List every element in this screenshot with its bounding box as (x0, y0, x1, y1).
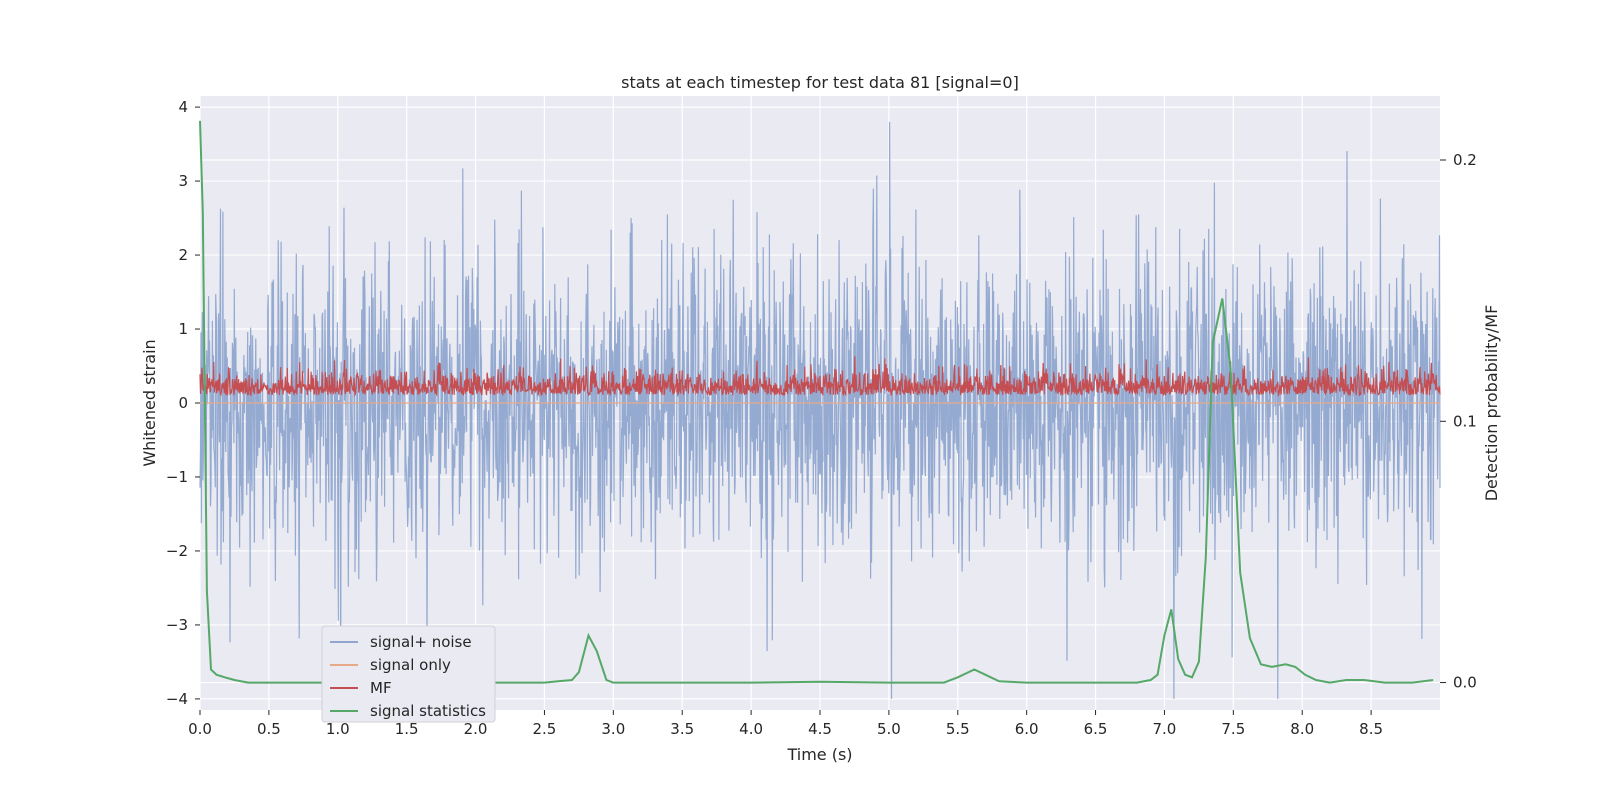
x-tick-label: 1.5 (395, 720, 419, 738)
y-left-tick-label: −3 (166, 616, 188, 634)
y-left-tick-label: 3 (178, 172, 188, 190)
x-tick-label: 1.0 (326, 720, 350, 738)
y-left-tick-label: 4 (178, 98, 188, 116)
y-left-tick-label: 0 (178, 394, 188, 412)
x-tick-label: 4.5 (808, 720, 832, 738)
y-axis-left-ticks: −4 −3 −2 −1 0 1 2 3 4 (166, 98, 200, 708)
x-tick-label: 7.0 (1153, 720, 1177, 738)
x-tick-label: 3.0 (601, 720, 625, 738)
x-tick-label: 7.5 (1221, 720, 1245, 738)
x-tick-label: 0.0 (188, 720, 212, 738)
chart-title: stats at each timestep for test data 81 … (621, 73, 1019, 92)
y-left-tick-label: 2 (178, 246, 188, 264)
x-tick-label: 4.0 (739, 720, 763, 738)
y-axis-right-ticks: 0.0 0.1 0.2 (1440, 151, 1477, 692)
legend-label: MF (370, 679, 392, 697)
y-left-tick-label: 1 (178, 320, 188, 338)
x-axis-label: Time (s) (786, 745, 852, 764)
x-tick-label: 5.0 (877, 720, 901, 738)
x-axis-ticks: 0.0 0.5 1.0 1.5 2.0 2.5 3.0 3.5 4.0 4.5 5.0 5.5 6.0 6… (188, 710, 1383, 738)
mf-line (199, 356, 1441, 398)
y-axis-right-label: Detection probability/MF (1482, 305, 1501, 502)
x-tick-label: 2.5 (533, 720, 557, 738)
x-tick-label: 2.0 (464, 720, 488, 738)
series-mf (199, 356, 1441, 398)
x-tick-label: 8.0 (1290, 720, 1314, 738)
y-right-tick-label: 0.2 (1453, 151, 1477, 169)
x-tick-label: 5.5 (946, 720, 970, 738)
legend-label: signal only (370, 656, 451, 674)
legend-label: signal+ noise (370, 633, 472, 651)
y-right-tick-label: 0.1 (1453, 412, 1477, 430)
legend-box (321, 625, 496, 723)
y-left-tick-label: −4 (166, 690, 188, 708)
y-right-tick-label: 0.0 (1453, 674, 1477, 692)
legend-label: signal statistics (370, 702, 486, 720)
x-tick-label: 0.5 (257, 720, 281, 738)
y-left-tick-label: −2 (166, 542, 188, 560)
x-tick-label: 6.0 (1015, 720, 1039, 738)
legend: signal+ noise signal only MF signal statist… (321, 625, 496, 723)
x-tick-label: 6.5 (1084, 720, 1108, 738)
y-left-tick-label: −1 (166, 468, 188, 486)
y-axis-left-label: Whitened strain (140, 339, 159, 466)
x-tick-label: 3.5 (670, 720, 694, 738)
x-tick-label: 8.5 (1359, 720, 1383, 738)
